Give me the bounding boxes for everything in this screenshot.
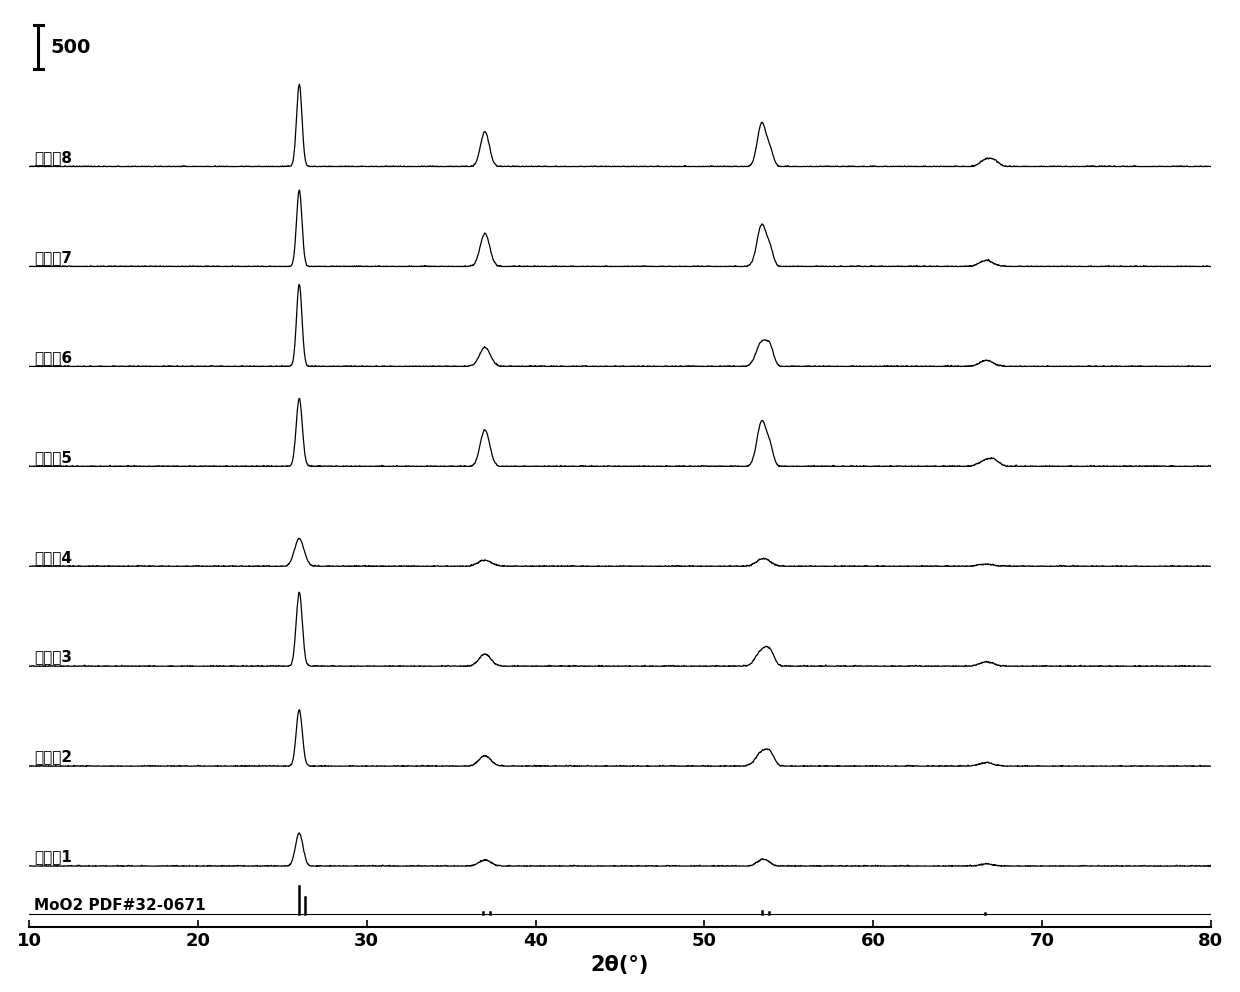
Text: 实施例6: 实施例6 bbox=[35, 350, 72, 365]
X-axis label: 2θ(°): 2θ(°) bbox=[590, 955, 650, 975]
Text: 实施例1: 实施例1 bbox=[35, 849, 72, 864]
Text: 实施例8: 实施例8 bbox=[35, 150, 72, 165]
Text: MoO2 PDF#32-0671: MoO2 PDF#32-0671 bbox=[35, 899, 206, 914]
Text: 实施例4: 实施例4 bbox=[35, 550, 72, 564]
Text: 实施例2: 实施例2 bbox=[35, 750, 72, 765]
Text: 500: 500 bbox=[51, 38, 91, 57]
Text: 实施例3: 实施例3 bbox=[35, 650, 72, 665]
Text: 实施例5: 实施例5 bbox=[35, 449, 72, 464]
Text: 实施例7: 实施例7 bbox=[35, 250, 72, 265]
